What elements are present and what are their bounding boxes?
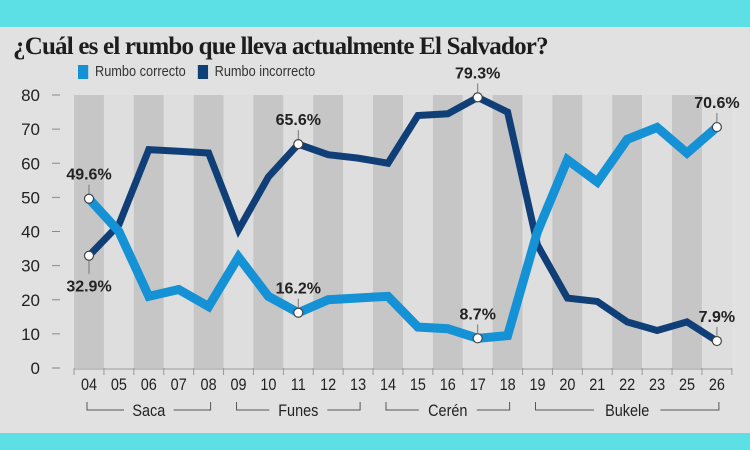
y-tick-label: 60 xyxy=(21,154,40,173)
era-label: Bukele xyxy=(605,402,649,420)
data-label: 8.7% xyxy=(459,306,495,323)
series-line-correcto xyxy=(85,122,720,343)
data-point-marker xyxy=(472,333,483,344)
chart-title: ¿Cuál es el rumbo que lleva actualmente … xyxy=(13,33,549,60)
x-tick-label: 04 xyxy=(81,376,97,394)
era-bracket-right xyxy=(173,402,212,411)
column-band xyxy=(343,95,374,368)
legend-swatch-incorrecto xyxy=(197,64,208,79)
era-bracket-right xyxy=(660,402,720,411)
x-tick-label: 08 xyxy=(201,376,217,394)
x-tick-label: 12 xyxy=(320,376,336,394)
era-bracket-left xyxy=(535,402,594,411)
legend-label-incorrecto: Rumbo incorrecto xyxy=(214,63,316,80)
data-label: 49.6% xyxy=(66,167,111,184)
data-label: 32.9% xyxy=(66,279,111,296)
data-point-marker xyxy=(711,335,723,347)
era-bracket-left xyxy=(236,402,270,411)
column-band xyxy=(253,95,284,368)
x-tick-label: 15 xyxy=(410,376,426,394)
x-tick-label: 06 xyxy=(141,376,157,394)
era-bracket-right xyxy=(327,402,361,411)
x-tick-label: 05 xyxy=(111,376,127,394)
y-tick-label: 0 xyxy=(31,359,40,378)
column-band xyxy=(582,95,613,368)
x-tick-label: 07 xyxy=(171,376,187,394)
era-bracket-right xyxy=(476,402,511,411)
data-point-marker xyxy=(83,250,95,261)
x-tick-label: 14 xyxy=(380,376,396,394)
x-tick-label: 21 xyxy=(589,376,605,394)
x-tick-label: 11 xyxy=(291,376,306,394)
era-label: Funes xyxy=(278,402,318,420)
column-band xyxy=(373,95,403,368)
column-band xyxy=(163,95,194,368)
y-tick-label: 40 xyxy=(21,223,40,242)
x-tick-label: 25 xyxy=(679,376,695,394)
series-line-incorrecto xyxy=(86,93,719,344)
era-label: Cerén xyxy=(428,402,467,420)
data-label: 65.6% xyxy=(276,112,321,129)
data-label: 7.9% xyxy=(699,309,735,326)
x-tick-label: 19 xyxy=(529,376,545,394)
y-tick-label: 50 xyxy=(21,188,40,207)
era-bracket-left xyxy=(385,402,419,411)
x-tick-label: 23 xyxy=(649,376,665,394)
column-band xyxy=(432,95,463,368)
column-band xyxy=(552,95,583,368)
column-band xyxy=(462,95,493,368)
legend: Rumbo correcto Rumbo incorrecto xyxy=(78,63,327,80)
data-label: 16.2% xyxy=(276,281,321,298)
x-tick-label: 20 xyxy=(559,376,575,394)
data-point-marker xyxy=(83,193,95,204)
era-label: Saca xyxy=(132,402,165,420)
column-band xyxy=(74,95,104,368)
legend-item-correcto: Rumbo correcto xyxy=(78,63,186,80)
column-band xyxy=(133,95,164,368)
legend-item-incorrecto: Rumbo incorrecto xyxy=(197,63,316,80)
data-point-marker xyxy=(711,121,723,133)
y-tick-label: 70 xyxy=(21,120,40,139)
legend-swatch-correcto xyxy=(78,64,89,79)
data-label: 79.3% xyxy=(455,65,500,82)
x-tick-label: 26 xyxy=(709,376,725,394)
x-tick-label: 10 xyxy=(260,376,276,394)
x-tick-label: 16 xyxy=(440,376,456,394)
x-tick-label: 22 xyxy=(619,376,635,394)
x-tick-label: 13 xyxy=(350,376,366,394)
data-label: 70.6% xyxy=(694,95,739,112)
x-tick-label: 09 xyxy=(230,376,246,394)
column-band xyxy=(193,95,224,368)
legend-label-correcto: Rumbo correcto xyxy=(95,63,186,80)
column-band xyxy=(313,95,344,368)
y-tick-label: 10 xyxy=(21,325,40,344)
data-point-marker xyxy=(472,92,483,103)
y-tick-label: 80 xyxy=(21,86,40,105)
x-tick-label: 17 xyxy=(470,376,486,394)
data-point-marker xyxy=(293,307,304,318)
data-point-marker xyxy=(293,139,304,150)
era-bracket-left xyxy=(86,402,124,411)
x-tick-label: 18 xyxy=(500,376,516,394)
y-tick-label: 30 xyxy=(21,257,40,276)
y-tick-label: 20 xyxy=(21,291,40,310)
